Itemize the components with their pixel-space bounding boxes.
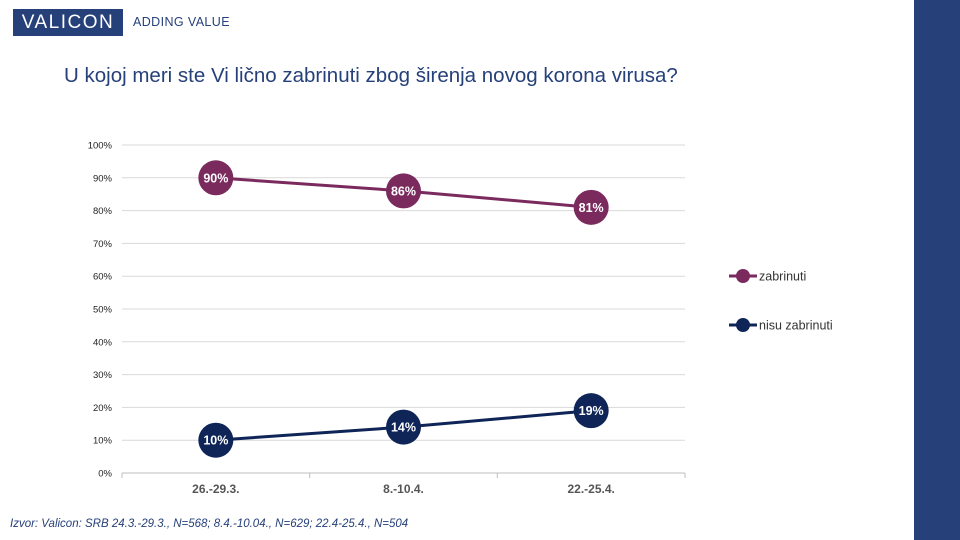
legend-marker	[736, 318, 750, 332]
data-point-marker	[198, 160, 234, 196]
source-footnote: Izvor: Valicon: SRB 24.3.-29.3., N=568; …	[10, 518, 409, 530]
page-title: U kojoj meri ste Vi lično zabrinuti zbog…	[64, 64, 678, 87]
logo-text: VALICON	[21, 11, 115, 33]
y-tick-label: 50%	[93, 305, 113, 316]
y-tick-label: 10%	[93, 436, 113, 447]
y-tick-label: 70%	[93, 239, 113, 250]
y-tick-label: 80%	[93, 206, 113, 217]
data-point-marker	[573, 393, 609, 429]
line-chart: 0% 10% 20% 30% 40% 50% 60% 70% 80% 90% 100% 26.-29.…	[88, 141, 833, 497]
y-tick-label: 100%	[88, 141, 113, 152]
legend-label: nisu zabrinuti	[759, 319, 833, 333]
legend-marker	[736, 269, 750, 283]
data-label: 14%	[391, 421, 416, 435]
legend-label: zabrinuti	[759, 270, 806, 284]
y-tick-label: 0%	[98, 469, 112, 480]
data-point-marker	[198, 422, 234, 458]
tagline: ADDING VALUE	[133, 15, 230, 29]
x-category-label: 22.-25.4.	[567, 482, 614, 496]
data-point-marker	[573, 189, 609, 225]
data-label: 81%	[579, 201, 604, 215]
y-tick-label: 40%	[93, 337, 113, 348]
data-label: 19%	[579, 404, 604, 418]
y-tick-label: 20%	[93, 403, 113, 414]
data-point-marker	[386, 173, 421, 209]
data-label: 86%	[391, 184, 416, 198]
data-label: 10%	[203, 434, 228, 448]
data-point-marker	[386, 409, 421, 445]
logo: VALICON	[13, 9, 123, 36]
x-category-label: 8.-10.4.	[383, 482, 424, 496]
data-label: 90%	[203, 171, 228, 185]
y-tick-label: 60%	[93, 272, 113, 283]
x-category-label: 26.-29.3.	[192, 482, 239, 496]
side-accent-bar	[914, 0, 960, 540]
y-tick-label: 30%	[93, 370, 113, 381]
y-tick-label: 90%	[93, 173, 113, 184]
